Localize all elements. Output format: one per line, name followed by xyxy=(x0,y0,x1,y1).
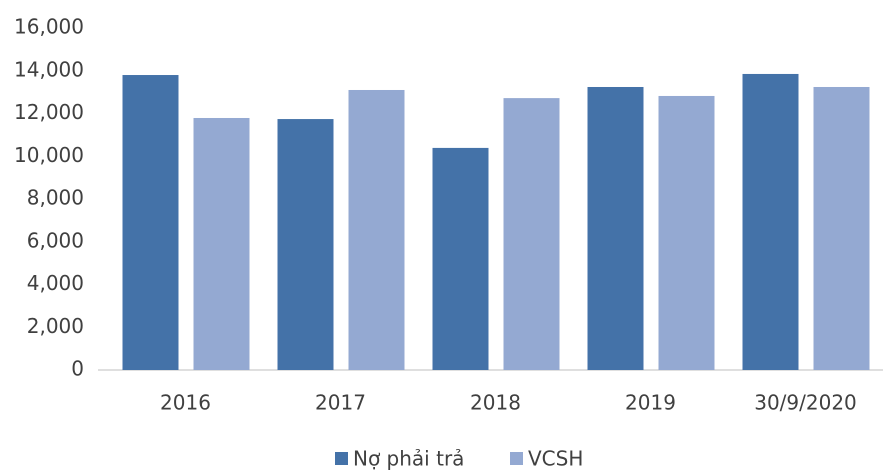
x-tick-label: 2018 xyxy=(470,391,521,415)
legend-label: VCSH xyxy=(528,447,583,471)
bar xyxy=(742,73,799,371)
bar xyxy=(587,86,644,371)
x-tick-label: 2017 xyxy=(315,391,366,415)
bar xyxy=(277,119,334,371)
bar xyxy=(813,86,870,371)
x-tick-label: 2016 xyxy=(160,391,211,415)
bar xyxy=(658,95,715,370)
legend-swatch xyxy=(335,452,348,465)
y-tick-label: 4,000 xyxy=(27,271,84,295)
y-tick-label: 8,000 xyxy=(27,186,84,210)
x-tick-label: 2019 xyxy=(625,391,676,415)
bar xyxy=(193,117,250,371)
y-tick-label: 2,000 xyxy=(27,314,84,338)
bar xyxy=(348,89,405,371)
bar xyxy=(503,98,560,371)
y-tick-label: 14,000 xyxy=(14,57,84,81)
x-tick-label: 30/9/2020 xyxy=(754,391,857,415)
bar xyxy=(432,147,489,370)
legend-label: Nợ phải trả xyxy=(353,447,464,471)
y-tick-label: 12,000 xyxy=(14,100,84,124)
bar xyxy=(122,75,179,371)
y-tick-label: 6,000 xyxy=(27,228,84,252)
legend-swatch xyxy=(510,452,523,465)
y-tick-label: 16,000 xyxy=(14,15,84,39)
y-tick-label: 0 xyxy=(71,357,84,381)
y-tick-label: 10,000 xyxy=(14,143,84,167)
